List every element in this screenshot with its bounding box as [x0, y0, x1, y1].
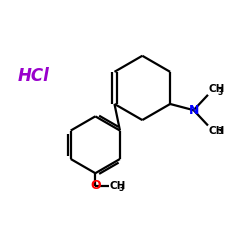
Text: 3: 3 — [217, 88, 222, 97]
Text: 3: 3 — [118, 184, 124, 192]
Text: CH: CH — [208, 126, 225, 136]
Text: CH: CH — [110, 180, 126, 190]
Text: CH: CH — [208, 84, 225, 94]
Text: HCl: HCl — [18, 66, 50, 84]
Text: 3: 3 — [217, 128, 222, 136]
Text: O: O — [90, 179, 101, 192]
Text: N: N — [188, 104, 199, 117]
